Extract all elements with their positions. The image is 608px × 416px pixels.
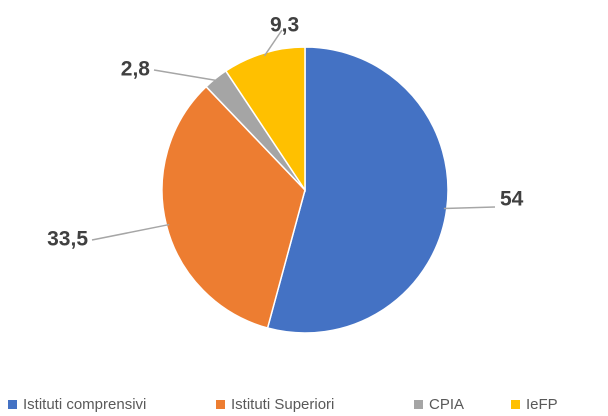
- leader-line: [153, 69, 218, 82]
- legend-swatch: [414, 400, 423, 409]
- pie-slice: [224, 46, 306, 193]
- data-label: 9,3: [270, 14, 299, 37]
- legend-swatch: [511, 400, 520, 409]
- leader-line: [91, 223, 170, 241]
- data-label: 2,8: [121, 58, 151, 81]
- leader-line: [263, 29, 283, 57]
- data-label: 54: [500, 188, 524, 211]
- legend-label: Istituti Superiori: [231, 396, 334, 413]
- data-label: 33,5: [47, 228, 88, 251]
- leader-line: [443, 206, 496, 210]
- legend-swatch: [8, 400, 17, 409]
- legend-label: CPIA: [429, 396, 464, 413]
- legend-label: Istituti comprensivi: [23, 396, 146, 413]
- legend-label: IeFP: [526, 396, 558, 413]
- legend-swatch: [216, 400, 225, 409]
